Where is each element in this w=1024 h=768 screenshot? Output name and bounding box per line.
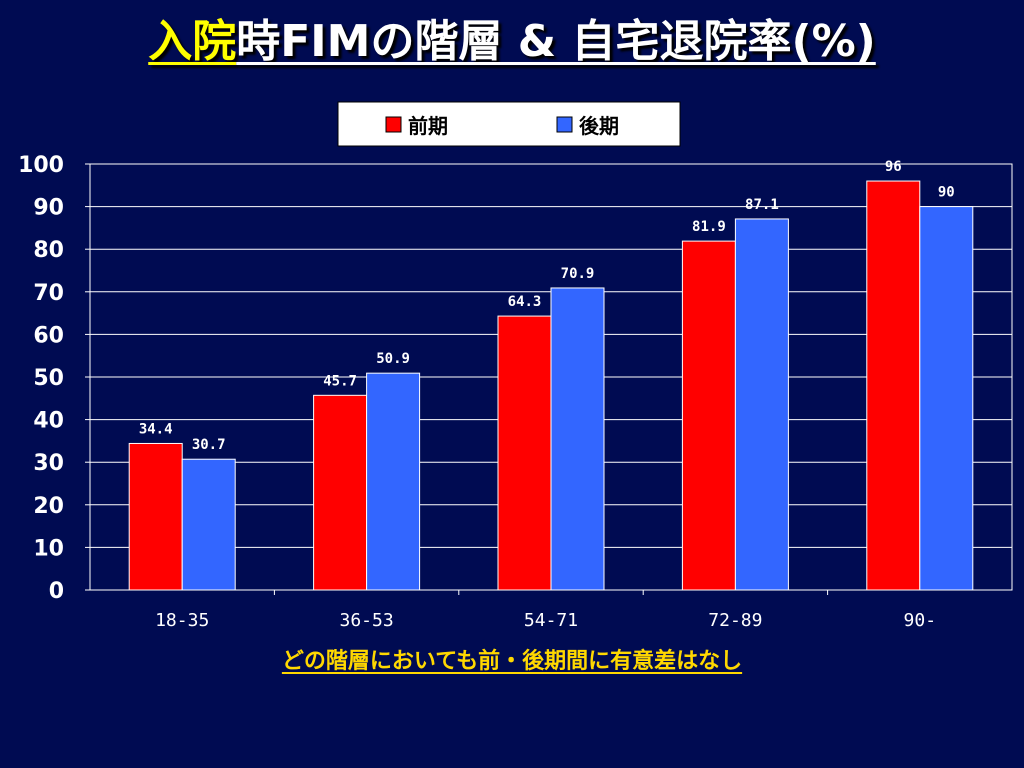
bar-early <box>128 442 183 591</box>
y-tick-label: 60 <box>33 323 64 348</box>
bar-late <box>550 287 605 591</box>
bar-late <box>919 206 974 591</box>
data-label: 70.9 <box>561 266 595 282</box>
bar-early <box>681 240 736 591</box>
y-tick-label: 90 <box>33 196 64 221</box>
x-tick-label: 72-89 <box>708 610 762 631</box>
bar-late <box>734 218 789 591</box>
x-tick-label: 54-71 <box>524 610 578 631</box>
bar-early <box>313 394 368 591</box>
y-tick-label: 50 <box>33 366 64 391</box>
data-label: 96 <box>885 159 902 175</box>
y-tick-label: 30 <box>33 451 64 476</box>
y-tick-label: 70 <box>33 281 64 306</box>
legend-label: 前期 <box>408 114 448 138</box>
legend-swatch <box>385 116 402 133</box>
data-label: 34.4 <box>139 421 173 437</box>
footnote: どの階層においても前・後期間に有意差はなし <box>281 649 743 674</box>
data-label: 87.1 <box>745 197 779 213</box>
title-highlight: 入院 <box>148 16 237 67</box>
bar-early <box>497 315 552 591</box>
bar-late <box>366 372 421 591</box>
bar-early <box>866 180 921 591</box>
y-tick-label: 0 <box>49 579 64 604</box>
title-main: 時FIMの階層 & 自宅退院率(%) <box>236 16 876 67</box>
y-tick-label: 40 <box>33 409 64 434</box>
legend-label: 後期 <box>579 114 619 138</box>
legend-swatch <box>556 116 573 133</box>
y-tick-label: 100 <box>18 153 64 178</box>
data-label: 90 <box>938 185 955 201</box>
data-label: 64.3 <box>508 294 542 310</box>
data-label: 45.7 <box>323 373 357 389</box>
page-title: 入院時FIMの階層 & 自宅退院率(%) <box>0 14 1024 70</box>
data-label: 30.7 <box>192 437 226 453</box>
data-label: 81.9 <box>692 219 726 235</box>
y-tick-label: 80 <box>33 238 64 263</box>
data-label: 50.9 <box>376 351 410 367</box>
x-tick-label: 18-35 <box>155 610 209 631</box>
x-tick-label: 36-53 <box>340 610 394 631</box>
bar-late <box>181 458 236 591</box>
x-tick-label: 90- <box>904 610 937 631</box>
y-tick-label: 10 <box>33 536 64 561</box>
y-tick-label: 20 <box>33 494 64 519</box>
